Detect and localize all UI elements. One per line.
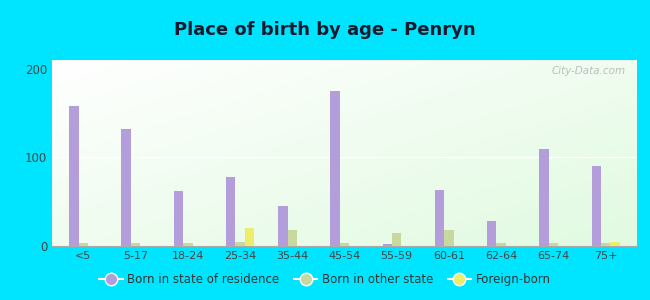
Bar	[497, 243, 506, 246]
Bar	[435, 190, 444, 246]
Bar	[330, 91, 340, 246]
Bar	[540, 148, 549, 246]
Bar	[340, 243, 349, 246]
Bar	[131, 243, 140, 246]
Bar	[287, 230, 297, 246]
Legend: Born in state of residence, Born in other state, Foreign-born: Born in state of residence, Born in othe…	[94, 269, 556, 291]
Bar	[70, 106, 79, 246]
Bar	[235, 242, 245, 246]
Bar	[392, 233, 402, 246]
Bar	[383, 244, 392, 246]
Bar	[549, 243, 558, 246]
Text: City-Data.com: City-Data.com	[551, 66, 625, 76]
Bar	[174, 191, 183, 246]
Bar	[278, 206, 287, 246]
Text: Place of birth by age - Penryn: Place of birth by age - Penryn	[174, 21, 476, 39]
Bar	[79, 243, 88, 246]
Bar	[226, 177, 235, 246]
Bar	[183, 243, 192, 246]
Bar	[122, 129, 131, 246]
Bar	[592, 166, 601, 246]
Bar	[601, 243, 610, 246]
Bar	[245, 228, 254, 246]
Bar	[610, 242, 619, 246]
Bar	[487, 221, 497, 246]
Bar	[444, 230, 454, 246]
